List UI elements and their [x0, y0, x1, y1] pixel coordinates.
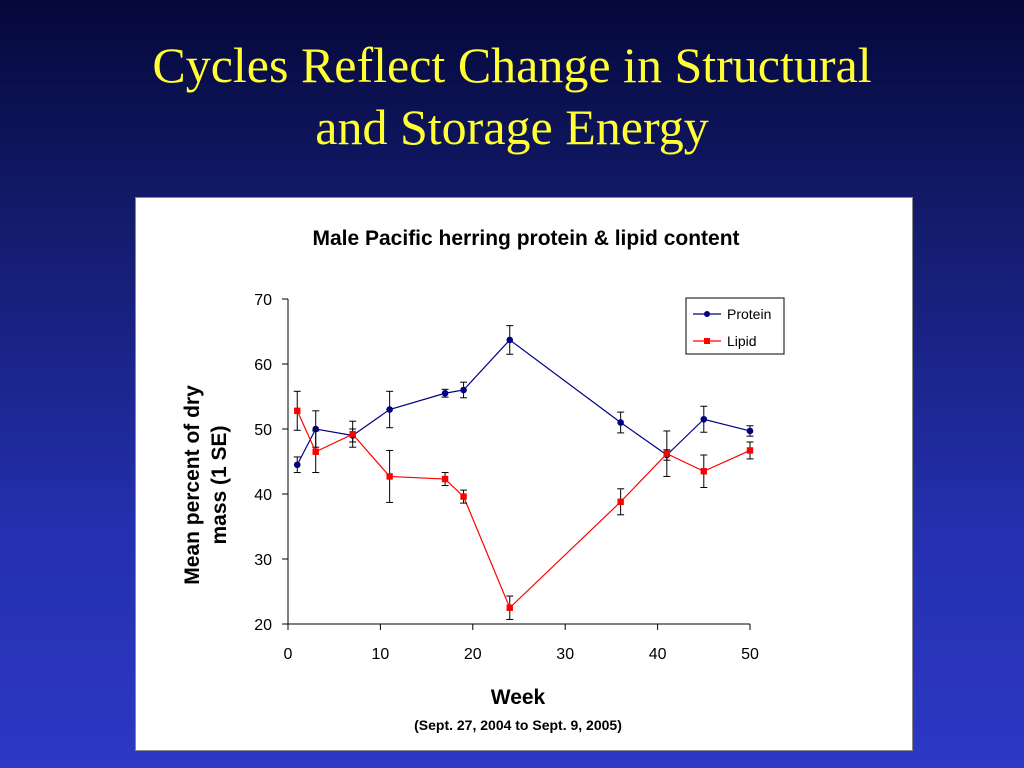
protein-point [700, 415, 708, 423]
y-tick-label: 70 [254, 292, 272, 309]
lipid-point [506, 604, 513, 611]
x-tick-label: 40 [649, 646, 667, 663]
lipid-point [746, 447, 754, 454]
protein-point [617, 419, 624, 426]
chart-panel: Male Pacific herring protein & lipid con… [135, 197, 913, 751]
y-axis-title-line-1: Mean percent of dry [181, 385, 204, 585]
protein-point [506, 336, 514, 344]
legend-box [685, 297, 785, 355]
slide-title: Cycles Reflect Change in Structural and … [0, 34, 1024, 158]
x-tick-label: 10 [372, 646, 390, 663]
lipid-point [349, 431, 356, 438]
protein-point [386, 406, 393, 413]
chart-svg: Male Pacific herring protein & lipid con… [181, 227, 785, 733]
lipid-point [617, 498, 624, 505]
lipid-point [460, 493, 467, 500]
y-tick-label: 20 [254, 617, 272, 634]
chart-title: Male Pacific herring protein & lipid con… [312, 227, 739, 250]
protein-series-line [296, 339, 751, 466]
x-tick-label: 50 [741, 646, 759, 663]
axes: 20 30 40 50 60 70 0 10 20 30 40 50 [254, 292, 759, 663]
lipid-point [700, 468, 707, 475]
legend-marker-lipid [704, 338, 710, 344]
x-tick-label: 30 [556, 646, 574, 663]
legend-label-lipid: Lipid [727, 333, 757, 349]
x-tick-label: 20 [464, 646, 482, 663]
y-axis-title-line-2: mass (1 SE) [208, 425, 231, 544]
protein-point [460, 386, 467, 394]
y-tick-label: 50 [254, 422, 272, 439]
protein-point [746, 427, 754, 435]
protein-point [441, 389, 449, 397]
y-axis-title: Mean percent of dry mass (1 SE) [181, 385, 231, 585]
plot-area [293, 325, 754, 620]
lipid-point [386, 473, 393, 480]
x-tick-label: 0 [284, 646, 293, 663]
lipid-point [663, 450, 671, 457]
legend: Protein Lipid [685, 297, 785, 355]
legend-marker-protein [704, 311, 710, 317]
lipid-point [294, 407, 301, 414]
slide-title-line-2: and Storage Energy [315, 99, 709, 155]
y-tick-label: 60 [254, 357, 272, 374]
legend-label-protein: Protein [727, 306, 771, 322]
lipid-point [441, 475, 449, 483]
x-axis-title: Week [491, 686, 546, 709]
lipid-point [312, 448, 319, 455]
slide-title-line-1: Cycles Reflect Change in Structural [152, 37, 872, 93]
x-axis-subtitle: (Sept. 27, 2004 to Sept. 9, 2005) [414, 717, 622, 733]
y-tick-label: 40 [254, 487, 272, 504]
protein-point [293, 461, 301, 469]
y-tick-label: 30 [254, 552, 272, 569]
